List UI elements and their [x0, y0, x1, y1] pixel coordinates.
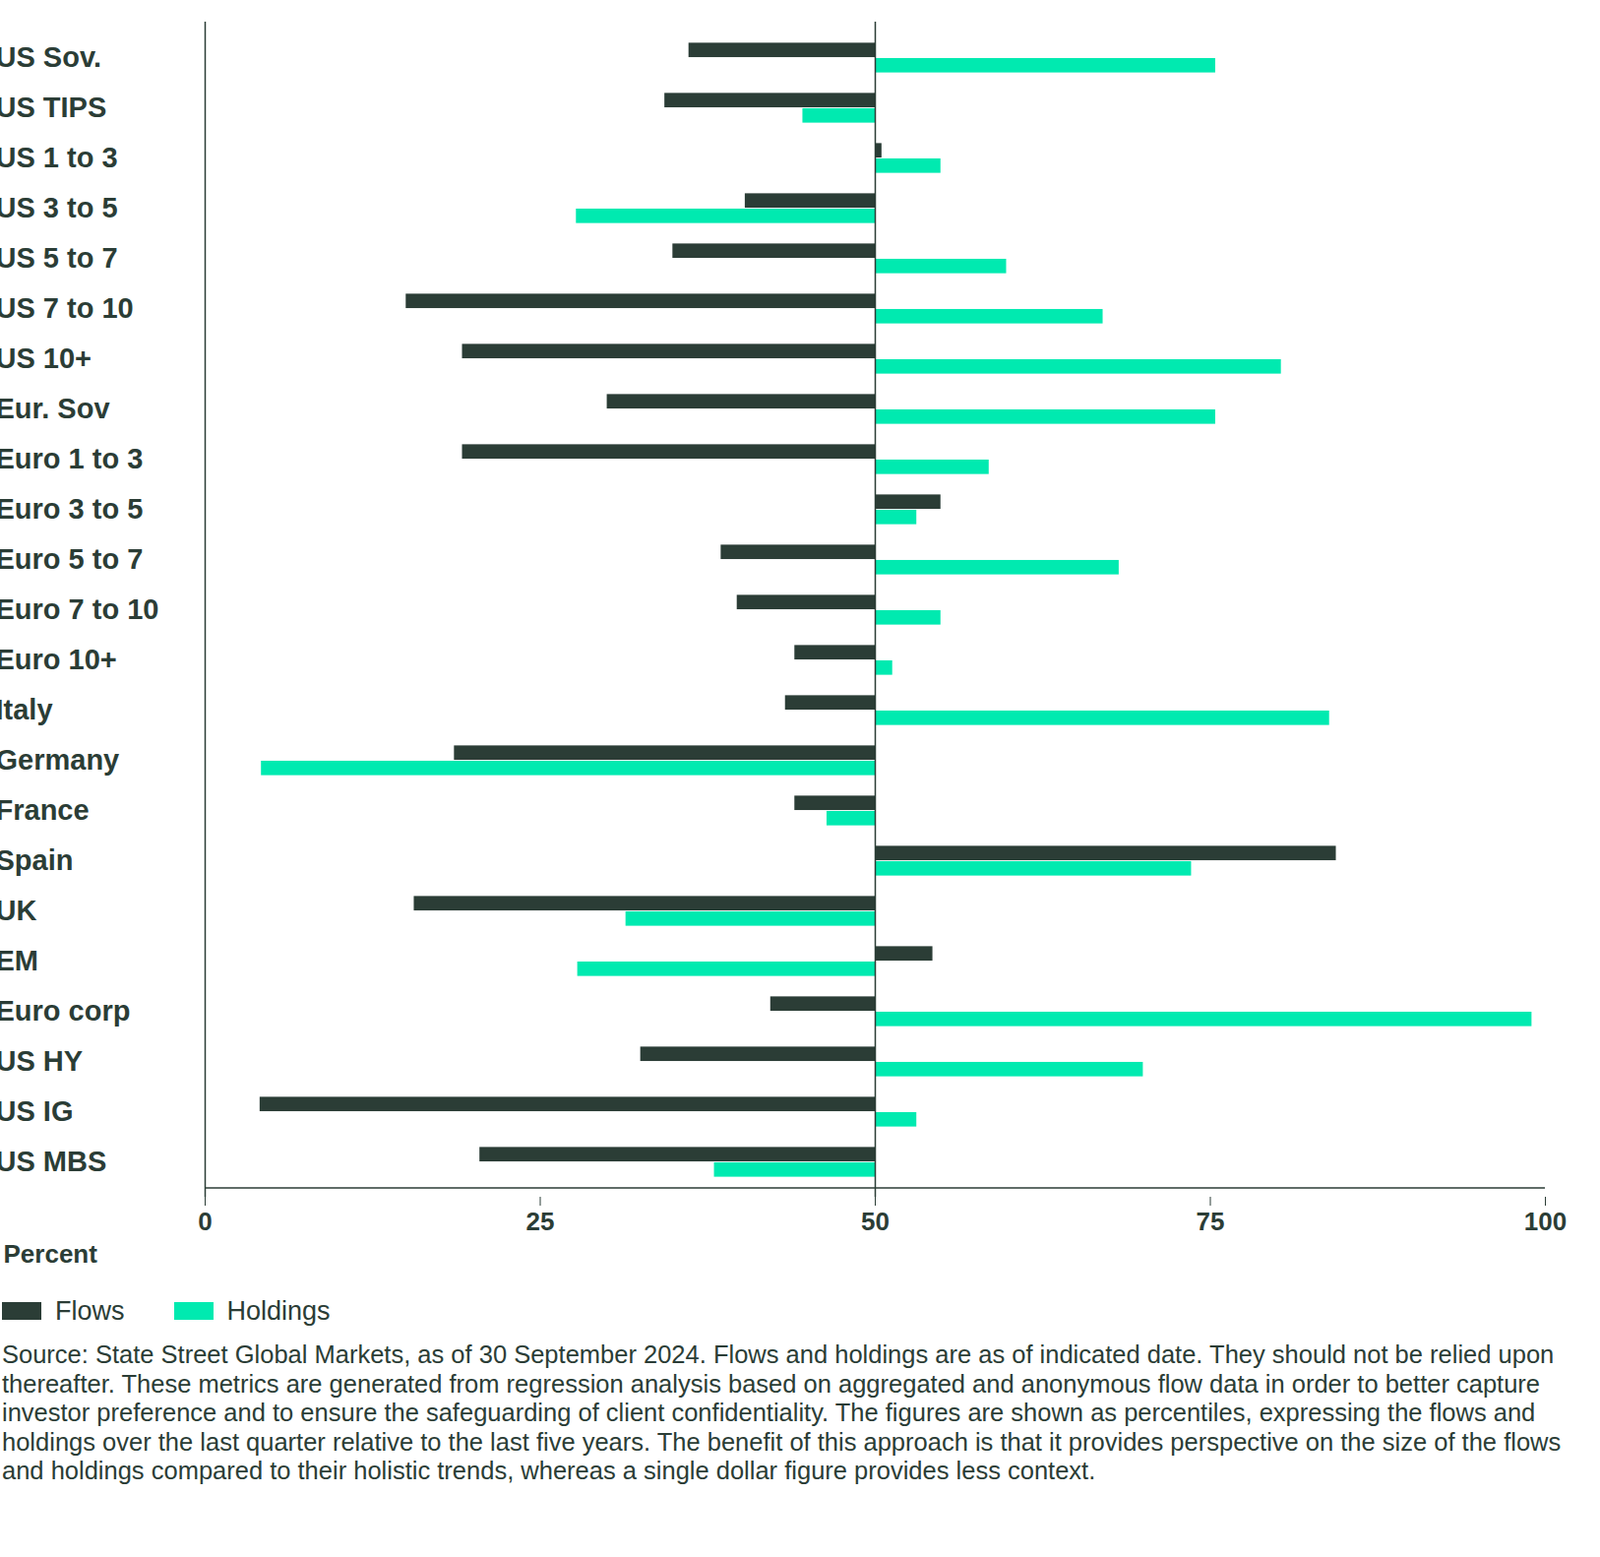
svg-text:Euro 5 to 7: Euro 5 to 7 — [0, 543, 143, 575]
svg-text:Eur. Sov: Eur. Sov — [0, 392, 111, 425]
svg-text:Euro 7 to 10: Euro 7 to 10 — [0, 593, 160, 625]
svg-text:US 10+: US 10+ — [0, 342, 92, 374]
svg-text:50: 50 — [861, 1206, 890, 1236]
svg-text:Euro corp: Euro corp — [0, 994, 130, 1027]
svg-text:Germany: Germany — [0, 743, 120, 776]
svg-text:France: France — [0, 794, 90, 826]
svg-text:EM: EM — [0, 944, 39, 977]
svg-text:US 1 to 3: US 1 to 3 — [0, 141, 119, 174]
html-text:Flows: Flows — [55, 1295, 125, 1325]
svg-text:100: 100 — [1524, 1206, 1567, 1236]
svg-text:US IG: US IG — [0, 1095, 73, 1127]
svg-text:US 5 to 7: US 5 to 7 — [0, 242, 119, 274]
svg-text:US Sov.: US Sov. — [0, 41, 102, 73]
svg-text:Italy: Italy — [0, 693, 54, 726]
svg-text:US HY: US HY — [0, 1045, 83, 1077]
svg-text:UK: UK — [0, 894, 37, 926]
svg-text:Percent: Percent — [3, 1238, 99, 1269]
svg-text:Euro 10+: Euro 10+ — [0, 643, 118, 676]
html-text:Holdings: Holdings — [226, 1295, 331, 1325]
svg-text:75: 75 — [1196, 1206, 1226, 1236]
svg-text:US TIPS: US TIPS — [0, 91, 107, 124]
svg-text:US 7 to 10: US 7 to 10 — [0, 292, 134, 324]
html-text:Source: State Street Global Ma: Source: State Street Global Markets, as … — [1, 1340, 1561, 1485]
svg-text:US 3 to 5: US 3 to 5 — [0, 191, 119, 224]
svg-text:Euro 1 to 3: Euro 1 to 3 — [0, 442, 143, 475]
svg-text:US MBS: US MBS — [0, 1145, 107, 1177]
svg-text:Spain: Spain — [0, 844, 73, 876]
svg-text:Euro 3 to 5: Euro 3 to 5 — [0, 492, 143, 525]
svg-text:0: 0 — [197, 1206, 212, 1236]
svg-text:25: 25 — [526, 1206, 555, 1236]
